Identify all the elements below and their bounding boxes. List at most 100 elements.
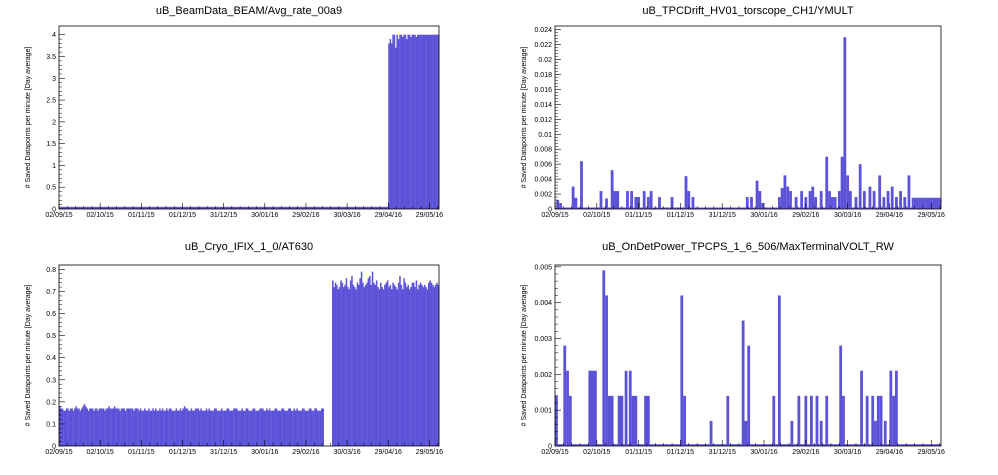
- bar: [277, 410, 279, 446]
- bar: [104, 410, 106, 446]
- bar: [389, 39, 392, 210]
- y-tick-label: 0.014: [534, 102, 552, 109]
- x-tick-label: 01/11/15: [625, 212, 652, 219]
- bar: [381, 287, 383, 446]
- bar: [840, 156, 844, 209]
- bar: [407, 284, 409, 446]
- bar: [375, 280, 378, 446]
- bar: [316, 410, 319, 446]
- bar: [138, 410, 141, 446]
- bar: [334, 282, 337, 446]
- bar: [212, 410, 215, 446]
- y-tick-label: 0: [52, 444, 56, 451]
- bar: [709, 420, 713, 446]
- bar: [890, 186, 894, 209]
- bar: [163, 410, 165, 446]
- bar: [116, 408, 119, 446]
- plot-frame: [554, 25, 942, 210]
- x-tick-label: 30/01/16: [251, 212, 278, 219]
- plot-frame: [58, 264, 440, 447]
- bar: [288, 408, 290, 446]
- bar: [605, 198, 608, 209]
- bar: [396, 34, 398, 209]
- bar: [251, 410, 253, 446]
- bar: [425, 287, 427, 446]
- bar: [646, 197, 650, 209]
- bar: [74, 408, 76, 446]
- bar: [927, 197, 929, 209]
- bar: [353, 287, 356, 446]
- bar: [111, 408, 113, 446]
- bar: [229, 410, 231, 446]
- bar: [684, 176, 688, 209]
- y-tick-label: 0.008: [534, 147, 552, 154]
- bar: [90, 408, 93, 446]
- bar: [289, 408, 291, 446]
- bar: [559, 203, 562, 209]
- bar: [907, 175, 911, 209]
- chart-title: uB_TPCDrift_HV01_torscope_CH1/YMULT: [642, 5, 854, 17]
- bar: [815, 395, 819, 446]
- bar: [60, 408, 62, 446]
- bar: [433, 287, 436, 446]
- y-axis-label: # Saved Datapoints per minute [Day avera…: [25, 47, 32, 189]
- bar: [433, 34, 436, 209]
- bar: [179, 408, 182, 446]
- bar: [566, 370, 569, 446]
- bar: [273, 410, 275, 446]
- bar: [137, 408, 139, 446]
- bar: [423, 284, 426, 446]
- y-tick-label: 0.022: [534, 42, 552, 49]
- bar: [876, 395, 880, 446]
- bar: [193, 410, 195, 446]
- bar: [411, 282, 414, 446]
- bar: [914, 197, 917, 209]
- x-tick-label: 30/03/16: [333, 449, 360, 456]
- x-tick-label: 30/01/16: [251, 449, 278, 456]
- bar: [780, 188, 784, 209]
- bar: [925, 197, 928, 209]
- x-tick-label: 01/11/15: [128, 212, 155, 219]
- bar: [388, 43, 390, 209]
- bar: [185, 408, 187, 446]
- bar: [192, 410, 194, 446]
- bar: [172, 410, 175, 446]
- bar: [872, 191, 876, 209]
- bar: [421, 34, 423, 209]
- bar: [82, 406, 84, 446]
- bar: [80, 408, 83, 446]
- bar: [176, 410, 179, 446]
- bar: [141, 410, 143, 446]
- x-tick-label: 30/01/16: [750, 212, 777, 219]
- y-tick-label: 0: [548, 207, 552, 214]
- bar: [726, 395, 730, 446]
- bar: [230, 410, 233, 446]
- x-tick-label: 31/12/15: [210, 212, 237, 219]
- bar: [219, 410, 222, 446]
- x-tick-label: 01/12/15: [667, 212, 694, 219]
- bar: [216, 410, 219, 446]
- bar: [889, 370, 893, 446]
- bar: [819, 191, 823, 209]
- y-tick-label: 0.012: [534, 117, 552, 124]
- bar: [171, 410, 174, 446]
- bar: [117, 408, 120, 446]
- bar: [842, 395, 845, 446]
- bar: [380, 282, 382, 446]
- bar: [201, 410, 204, 446]
- y-tick-label: 0.002: [534, 192, 552, 199]
- bar: [198, 410, 201, 446]
- x-tick-label: 30/03/16: [333, 212, 360, 219]
- x-tick-label: 30/03/16: [834, 212, 861, 219]
- bar: [745, 197, 749, 209]
- bar: [415, 36, 418, 210]
- bar: [347, 287, 349, 446]
- bar: [422, 34, 425, 209]
- bar: [899, 191, 902, 209]
- bar: [434, 284, 437, 446]
- bar: [397, 282, 400, 446]
- bar: [426, 34, 429, 209]
- bar: [825, 156, 829, 209]
- bar: [345, 278, 348, 446]
